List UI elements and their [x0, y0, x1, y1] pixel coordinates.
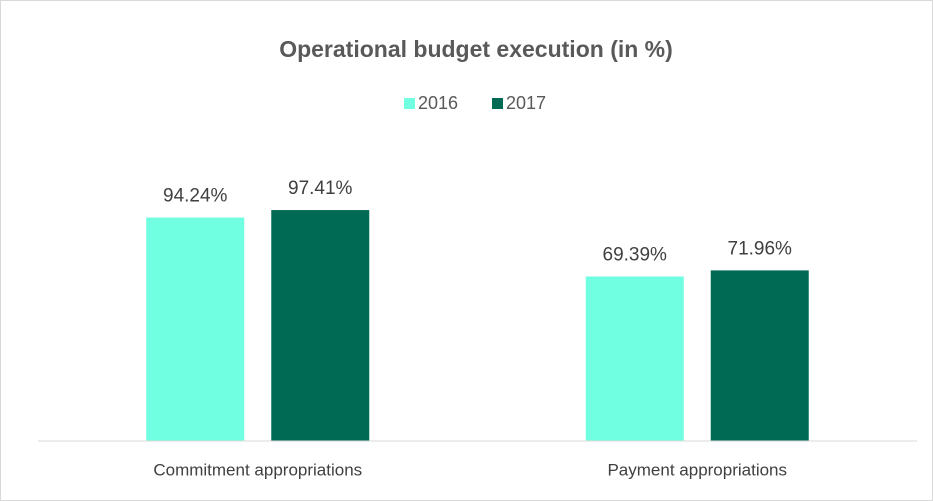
value-label: 71.96% [728, 238, 793, 259]
value-label: 94.24% [163, 186, 228, 207]
legend-swatch [492, 98, 503, 109]
bar [710, 270, 809, 441]
legend-swatch [404, 98, 415, 109]
bar [146, 217, 245, 441]
bar [271, 210, 370, 441]
x-tick-label: Payment appropriations [607, 460, 787, 479]
legend-label: 2017 [506, 93, 546, 113]
value-label: 69.39% [603, 245, 668, 266]
value-label: 97.41% [288, 178, 353, 199]
x-tick-label: Commitment appropriations [153, 460, 362, 479]
bar [585, 276, 684, 441]
legend-label: 2016 [418, 93, 458, 113]
chart-title: Operational budget execution (in %) [279, 36, 673, 62]
